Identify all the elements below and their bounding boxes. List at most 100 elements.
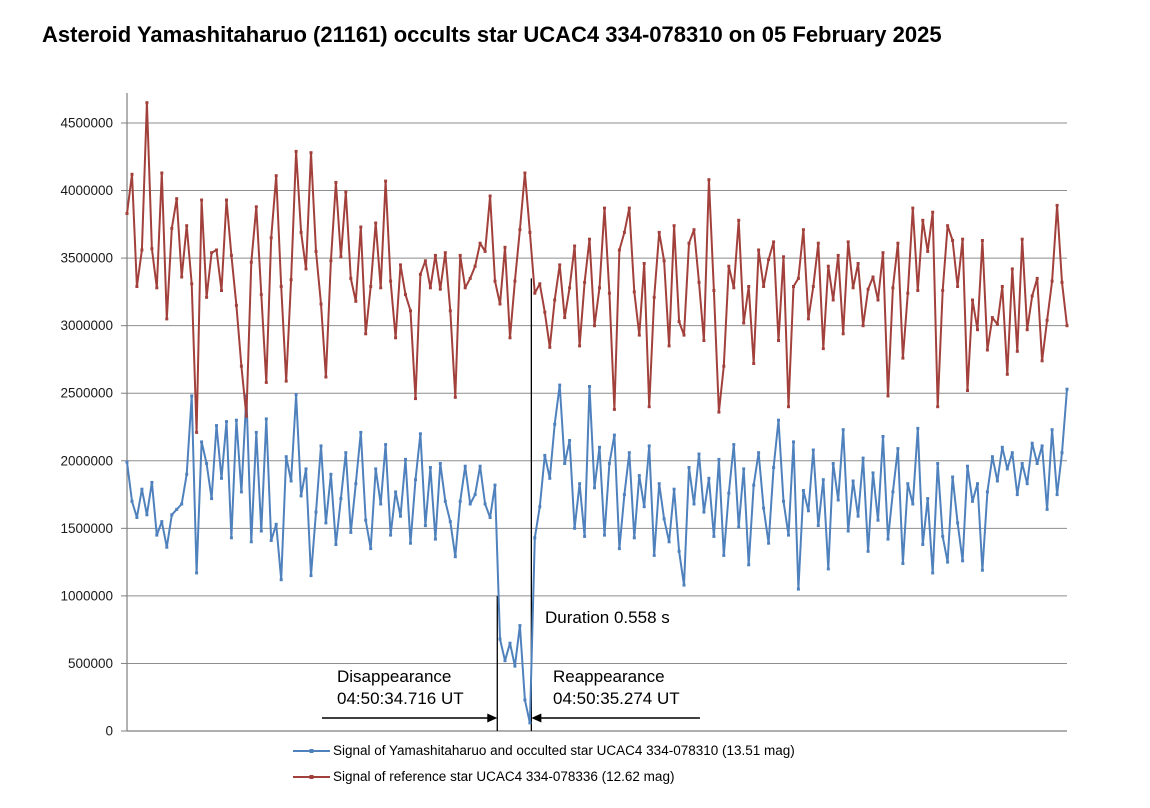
- data-point-marker: [513, 664, 517, 668]
- data-point-marker: [722, 364, 726, 368]
- data-point-marker: [951, 475, 955, 479]
- data-point-marker: [657, 230, 661, 234]
- data-point-marker: [886, 394, 890, 398]
- data-point-marker: [767, 541, 771, 545]
- data-point-marker: [548, 476, 552, 480]
- data-point-marker: [200, 440, 204, 444]
- data-point-marker: [453, 395, 457, 399]
- data-point-marker: [1060, 280, 1064, 284]
- data-point-marker: [702, 339, 706, 342]
- data-point-marker: [603, 533, 606, 537]
- data-point-marker: [269, 236, 273, 240]
- legend-label-reference-star: Signal of reference star UCAC4 334-07833…: [333, 769, 675, 784]
- data-point-marker: [364, 332, 368, 336]
- reappearance-annotation: Reappearance 04:50:35.274 UT: [553, 666, 680, 710]
- duration-annotation: Duration 0.558 s: [545, 608, 670, 627]
- data-point-marker: [185, 472, 189, 476]
- data-point-marker: [195, 430, 199, 434]
- data-point-marker: [145, 101, 149, 105]
- data-point-marker: [468, 502, 472, 506]
- data-point-marker: [140, 248, 144, 252]
- data-point-marker: [672, 224, 676, 228]
- y-axis-tick-label: 3000000: [60, 318, 113, 333]
- data-point-marker: [279, 285, 283, 288]
- data-point-marker: [677, 320, 681, 324]
- data-point-marker: [956, 521, 960, 525]
- data-point-marker: [150, 480, 154, 484]
- data-point-marker: [777, 339, 780, 342]
- data-point-marker: [503, 245, 507, 249]
- data-point-marker: [792, 440, 795, 444]
- data-point-marker: [125, 212, 129, 215]
- data-point-marker: [314, 249, 318, 253]
- data-point-marker: [881, 251, 885, 255]
- data-point-marker: [409, 309, 412, 313]
- data-point-marker: [707, 178, 711, 182]
- data-point-marker: [637, 333, 641, 337]
- data-point-marker: [264, 417, 268, 421]
- data-point-marker: [165, 317, 169, 321]
- data-point-marker: [971, 298, 974, 302]
- data-point-marker: [990, 316, 994, 320]
- data-point-marker: [289, 479, 293, 483]
- data-point-marker: [931, 571, 935, 575]
- data-point-marker: [409, 541, 412, 545]
- data-point-marker: [205, 462, 209, 465]
- data-point-marker: [538, 282, 542, 286]
- data-point-marker: [985, 490, 989, 494]
- data-point-marker: [319, 444, 323, 448]
- data-point-marker: [985, 348, 989, 352]
- data-point-marker: [364, 518, 368, 522]
- data-point-marker: [125, 460, 129, 464]
- data-point-marker: [304, 467, 308, 471]
- data-point-marker: [976, 328, 979, 332]
- data-point-marker: [916, 426, 920, 430]
- data-point-marker: [399, 514, 402, 518]
- legend-line-marker-blue-icon: [293, 748, 330, 753]
- data-point-marker: [821, 478, 825, 482]
- data-point-marker: [210, 251, 214, 255]
- data-point-marker: [229, 253, 233, 257]
- data-point-marker: [573, 244, 577, 248]
- data-point-marker: [165, 545, 169, 549]
- data-point-marker: [732, 286, 736, 290]
- data-point-marker: [448, 520, 452, 524]
- data-point-marker: [951, 239, 955, 242]
- data-point-marker: [225, 198, 228, 202]
- data-point-marker: [523, 171, 527, 175]
- data-point-marker: [414, 397, 417, 401]
- data-point-marker: [583, 534, 587, 538]
- data-point-marker: [553, 422, 557, 426]
- data-point-marker: [752, 483, 756, 487]
- data-point-marker: [205, 295, 209, 299]
- data-point-marker: [851, 479, 855, 483]
- data-point-marker: [493, 483, 497, 487]
- data-point-marker: [1065, 324, 1069, 328]
- data-point-marker: [215, 424, 218, 428]
- reappearance-arrowhead-icon: [531, 713, 542, 723]
- data-point-marker: [498, 637, 502, 641]
- data-point-marker: [896, 241, 900, 245]
- data-point-marker: [443, 251, 447, 255]
- data-point-marker: [607, 462, 611, 465]
- data-point-marker: [553, 298, 557, 302]
- data-point-marker: [369, 547, 373, 551]
- data-point-marker: [662, 259, 666, 263]
- data-point-marker: [976, 482, 979, 486]
- data-point-marker: [518, 228, 522, 232]
- data-point-marker: [274, 174, 278, 178]
- y-axis-tick-label: 2000000: [60, 453, 113, 468]
- data-point-marker: [622, 230, 626, 234]
- data-point-marker: [1045, 318, 1049, 322]
- data-point-marker: [1040, 444, 1044, 448]
- data-point-marker: [274, 522, 278, 526]
- data-point-marker: [742, 467, 746, 471]
- data-point-marker: [767, 258, 771, 261]
- data-point-marker: [518, 624, 522, 628]
- data-point-marker: [995, 479, 999, 483]
- data-point-marker: [811, 285, 815, 288]
- data-point-marker: [210, 497, 214, 501]
- data-point-marker: [1065, 387, 1069, 391]
- data-point-marker: [831, 462, 835, 465]
- data-point-marker: [160, 520, 164, 524]
